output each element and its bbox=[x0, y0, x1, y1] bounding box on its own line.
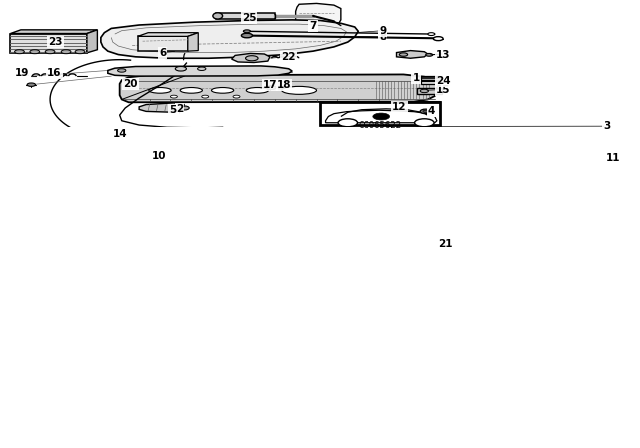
Text: 2: 2 bbox=[176, 103, 183, 113]
Circle shape bbox=[179, 106, 189, 110]
Bar bbox=[421, 76, 440, 80]
Bar bbox=[10, 34, 87, 53]
Ellipse shape bbox=[282, 86, 317, 95]
Circle shape bbox=[241, 33, 253, 38]
Text: 13: 13 bbox=[436, 50, 451, 60]
Circle shape bbox=[118, 69, 126, 72]
Circle shape bbox=[266, 86, 276, 90]
Text: 14: 14 bbox=[113, 129, 127, 139]
Text: 17: 17 bbox=[262, 80, 277, 90]
Circle shape bbox=[30, 50, 40, 54]
Text: CC065622: CC065622 bbox=[358, 121, 401, 129]
Text: 23: 23 bbox=[49, 37, 63, 47]
Circle shape bbox=[202, 95, 209, 98]
Text: 11: 11 bbox=[606, 153, 621, 163]
Polygon shape bbox=[188, 33, 198, 51]
Circle shape bbox=[243, 30, 250, 33]
Circle shape bbox=[399, 53, 408, 56]
Text: 10: 10 bbox=[151, 151, 166, 161]
Bar bbox=[417, 88, 442, 94]
Text: 12: 12 bbox=[392, 103, 406, 112]
Circle shape bbox=[277, 86, 284, 89]
Polygon shape bbox=[108, 66, 292, 76]
Circle shape bbox=[45, 50, 55, 54]
Polygon shape bbox=[120, 74, 437, 102]
Text: 25: 25 bbox=[242, 13, 256, 22]
Bar bbox=[216, 13, 275, 19]
Polygon shape bbox=[139, 103, 184, 112]
Circle shape bbox=[415, 119, 434, 127]
Ellipse shape bbox=[180, 87, 202, 93]
Circle shape bbox=[15, 50, 24, 54]
Text: 5: 5 bbox=[169, 105, 176, 115]
Text: 24: 24 bbox=[436, 76, 451, 86]
Ellipse shape bbox=[213, 13, 223, 19]
Text: 15: 15 bbox=[436, 85, 451, 95]
Polygon shape bbox=[384, 118, 426, 128]
Circle shape bbox=[175, 66, 186, 71]
Text: 4: 4 bbox=[428, 106, 435, 116]
Text: 22: 22 bbox=[282, 52, 296, 62]
Circle shape bbox=[373, 113, 390, 120]
Circle shape bbox=[233, 95, 240, 98]
Bar bbox=[138, 36, 188, 51]
Polygon shape bbox=[379, 107, 421, 118]
Polygon shape bbox=[232, 53, 270, 63]
Text: 7: 7 bbox=[309, 21, 317, 30]
Text: 1: 1 bbox=[412, 73, 420, 83]
Text: 9: 9 bbox=[379, 26, 386, 36]
Text: 4: 4 bbox=[428, 106, 435, 116]
Circle shape bbox=[433, 37, 443, 41]
Polygon shape bbox=[296, 4, 341, 34]
Circle shape bbox=[428, 33, 435, 35]
Circle shape bbox=[426, 53, 433, 56]
Polygon shape bbox=[326, 110, 437, 123]
Circle shape bbox=[27, 83, 35, 86]
Circle shape bbox=[75, 50, 85, 54]
Text: 3: 3 bbox=[603, 121, 610, 131]
Text: 8: 8 bbox=[379, 32, 386, 42]
Circle shape bbox=[420, 89, 429, 93]
Bar bbox=[421, 80, 440, 83]
Polygon shape bbox=[101, 20, 358, 58]
Circle shape bbox=[61, 50, 71, 54]
Polygon shape bbox=[397, 51, 428, 58]
Text: 19: 19 bbox=[15, 68, 29, 78]
Ellipse shape bbox=[149, 87, 171, 93]
Circle shape bbox=[170, 95, 177, 98]
Text: 20: 20 bbox=[124, 79, 138, 89]
Polygon shape bbox=[367, 129, 433, 141]
Circle shape bbox=[246, 56, 258, 61]
Text: 21: 21 bbox=[438, 239, 452, 249]
Polygon shape bbox=[87, 30, 97, 53]
Polygon shape bbox=[138, 33, 198, 36]
Circle shape bbox=[423, 110, 429, 112]
Ellipse shape bbox=[211, 87, 234, 93]
Bar bbox=[320, 102, 440, 125]
Circle shape bbox=[338, 119, 358, 127]
Text: 18: 18 bbox=[276, 80, 291, 90]
Ellipse shape bbox=[246, 87, 269, 93]
Text: 16: 16 bbox=[47, 68, 61, 78]
Circle shape bbox=[198, 67, 206, 70]
Circle shape bbox=[420, 109, 431, 114]
Text: 6: 6 bbox=[159, 47, 166, 58]
Polygon shape bbox=[10, 30, 97, 34]
